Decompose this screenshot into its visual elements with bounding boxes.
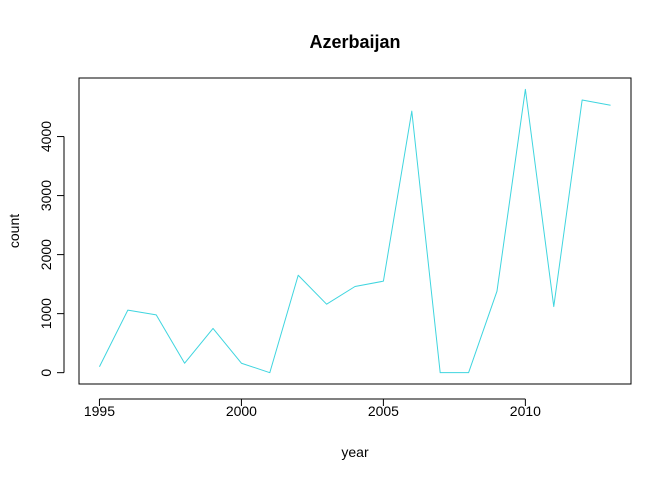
series-line bbox=[98, 88, 611, 374]
y-axis: 0 1000 2000 3000 4000 bbox=[38, 121, 65, 377]
y-axis-label: count bbox=[6, 214, 22, 248]
y-tick-label: 2000 bbox=[38, 239, 54, 270]
plot-frame bbox=[78, 77, 632, 385]
x-axis: 1995 2000 2005 2010 bbox=[84, 398, 541, 419]
x-tick-label: 2005 bbox=[368, 403, 399, 419]
y-tick-label: 0 bbox=[38, 369, 54, 377]
y-tick-label: 1000 bbox=[38, 298, 54, 329]
y-tick-label: 4000 bbox=[38, 121, 54, 152]
y-tick-label: 3000 bbox=[38, 180, 54, 211]
x-axis-label: year bbox=[341, 444, 369, 460]
x-tick-label: 2000 bbox=[226, 403, 257, 419]
x-tick-label: 1995 bbox=[84, 403, 115, 419]
series-layer bbox=[98, 88, 611, 374]
x-tick-label: 2010 bbox=[510, 403, 541, 419]
chart-title: Azerbaijan bbox=[309, 32, 400, 52]
